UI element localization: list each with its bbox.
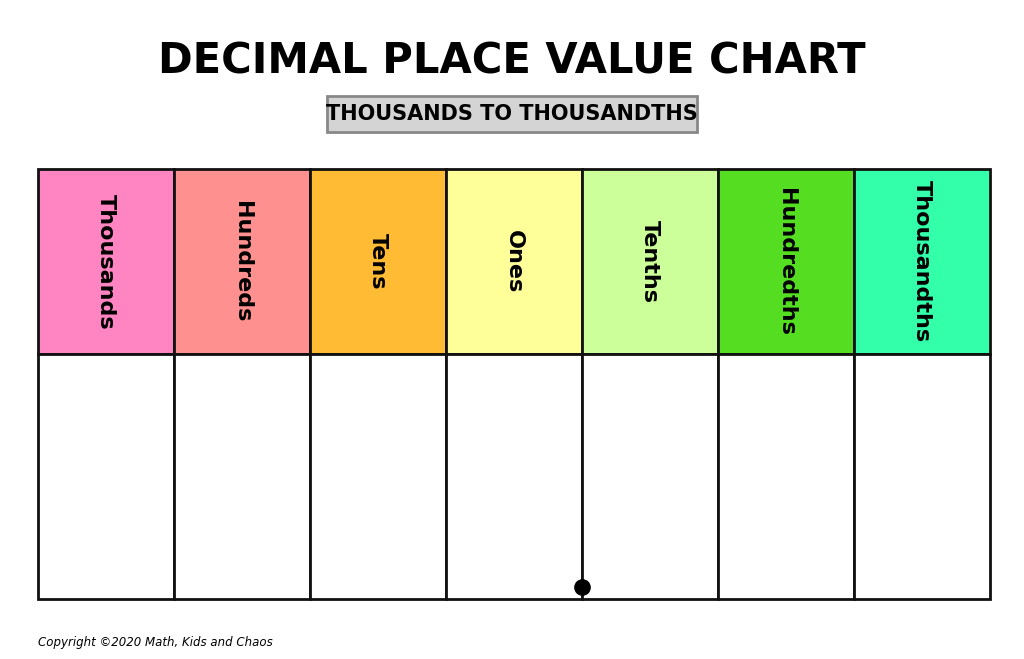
Text: Thousandths: Thousandths (912, 181, 932, 343)
Bar (174, 354, 310, 599)
Text: DECIMAL PLACE VALUE CHART: DECIMAL PLACE VALUE CHART (158, 40, 866, 82)
Bar (38, 354, 174, 599)
Text: Tenths: Tenths (640, 220, 660, 303)
Bar (854, 169, 990, 354)
Bar (174, 169, 310, 354)
Bar (446, 354, 582, 599)
Bar (718, 354, 854, 599)
Text: Hundredths: Hundredths (776, 188, 796, 335)
Text: Thousands: Thousands (96, 194, 116, 330)
Bar (718, 169, 854, 354)
Bar (582, 354, 718, 599)
Bar (38, 169, 174, 354)
Bar (310, 169, 446, 354)
Bar (854, 354, 990, 599)
Text: Hundreds: Hundreds (232, 201, 252, 322)
Text: Ones: Ones (504, 230, 524, 293)
Text: Copyright ©2020 Math, Kids and Chaos: Copyright ©2020 Math, Kids and Chaos (38, 636, 272, 649)
Text: Tens: Tens (368, 233, 388, 290)
Text: THOUSANDS TO THOUSANDTHS: THOUSANDS TO THOUSANDTHS (326, 104, 698, 124)
FancyBboxPatch shape (327, 96, 697, 132)
Bar (310, 354, 446, 599)
Bar (582, 169, 718, 354)
Bar (446, 169, 582, 354)
